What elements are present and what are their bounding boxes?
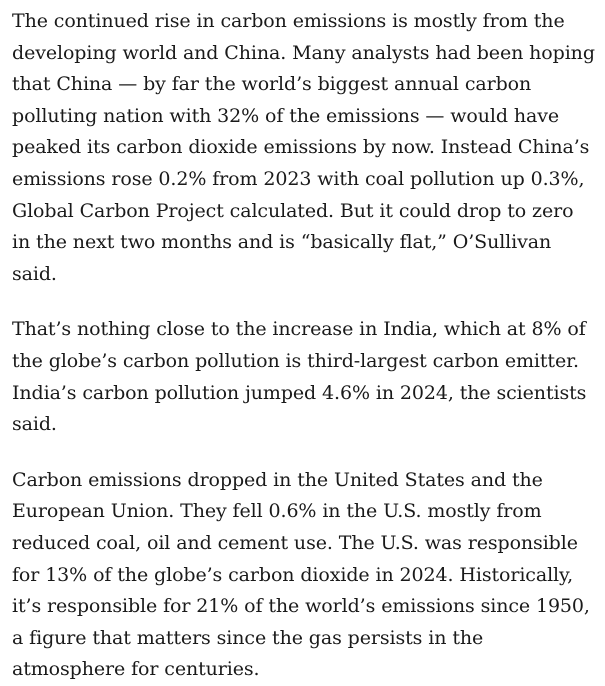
article-paragraph-india: That’s nothing close to the increase in … [12, 318, 587, 436]
article-paragraph-us-eu: Carbon emissions dropped in the United S… [12, 468, 590, 681]
article-paragraph-china: The continued rise in carbon emissions i… [12, 10, 595, 285]
